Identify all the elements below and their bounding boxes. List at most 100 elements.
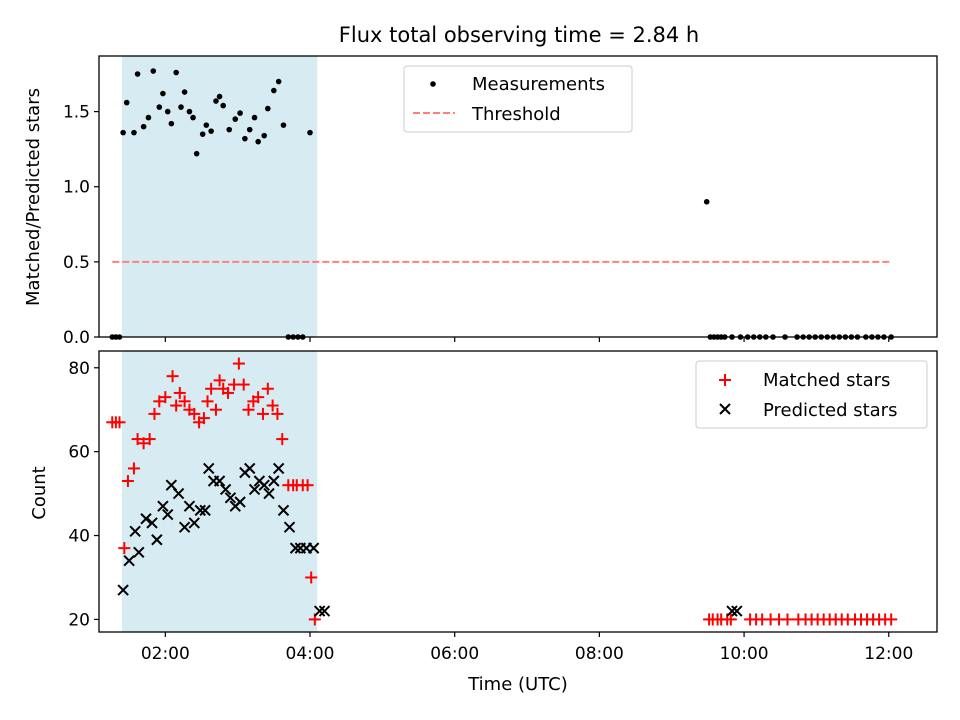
matched-star-point	[188, 407, 201, 420]
marker-stroke	[289, 542, 302, 554]
matched-star-point	[222, 386, 235, 399]
x-tick-label: 12:00	[864, 644, 913, 664]
matched-star-point	[205, 382, 218, 395]
marker-stroke	[313, 605, 326, 617]
measurement-point	[265, 105, 271, 112]
predicted-star-point	[133, 546, 145, 559]
marker-stroke	[162, 508, 174, 521]
marker-stroke	[123, 554, 135, 567]
y-tick-label: 1.5	[63, 103, 90, 123]
measurement-point	[178, 104, 184, 110]
marker-stroke	[129, 525, 141, 538]
matched-star-point	[201, 395, 214, 408]
top-axis-ticks: 0.0 0.5 1.0 1.5	[63, 103, 890, 348]
measurement-point	[261, 132, 267, 139]
y-tick-label: 60	[68, 443, 90, 463]
marker-stroke	[244, 462, 256, 475]
predicted-star-point	[258, 479, 270, 491]
measurement-point	[216, 93, 223, 100]
measurement-point	[208, 128, 214, 134]
threshold-legend-label: Threshold	[471, 104, 561, 125]
measurement-point	[226, 126, 233, 133]
measurement-point	[156, 104, 163, 110]
measurement-point	[220, 102, 226, 109]
matched-star-point	[137, 437, 150, 450]
measurement-point	[246, 126, 253, 133]
x-tick-label: 02:00	[141, 644, 190, 664]
predicted-star-point	[307, 542, 320, 554]
matched-star-point	[159, 391, 172, 404]
y-tick-label: 0.0	[63, 328, 90, 348]
matched-star-point	[237, 378, 250, 391]
matched-star-point	[242, 403, 255, 416]
marker-stroke	[268, 475, 280, 487]
marker-stroke	[318, 605, 331, 617]
measurements-legend-label: Measurements	[472, 74, 605, 95]
measurement-point	[168, 120, 175, 127]
marker-stroke	[248, 483, 261, 496]
predicted-star-point	[203, 462, 215, 475]
x-tick-label: 10:00	[720, 644, 769, 664]
shaded-interval	[121, 56, 318, 337]
measurement-point	[232, 116, 239, 122]
matched-star-point	[885, 613, 898, 626]
measurement-point	[271, 87, 277, 94]
marker-stroke	[307, 542, 320, 554]
predicted-star-point	[183, 500, 196, 512]
measurement-point	[280, 122, 287, 128]
marker-stroke	[258, 479, 270, 491]
matched-star-point	[261, 382, 274, 395]
top-y-axis-label: Matched/Predicted stars	[23, 88, 44, 306]
x-tick-label: 06:00	[430, 644, 479, 664]
matched-star-point	[209, 403, 222, 416]
predicted-star-point	[140, 513, 152, 525]
marker-stroke	[263, 487, 275, 500]
matched-star-point	[170, 399, 183, 412]
predicted-star-point	[277, 504, 290, 517]
predicted-star-point	[172, 487, 185, 500]
shaded-interval	[121, 351, 318, 632]
chart-title: Flux total observing time = 2.84 h	[339, 23, 699, 47]
matched-star-point	[127, 462, 140, 475]
matched-star-point	[153, 395, 166, 408]
matched-star-point	[256, 407, 269, 420]
marker-stroke	[731, 605, 743, 617]
bottom-y-axis-label: Count	[29, 466, 50, 519]
matched-star-point	[232, 357, 245, 370]
matched-star-point	[131, 433, 144, 446]
marker-stroke	[219, 483, 232, 496]
x-tick-label: 04:00	[286, 644, 335, 664]
matched-star-point	[305, 571, 318, 584]
top-plot-frame	[98, 55, 938, 338]
matched-star-point	[781, 613, 794, 626]
marker-stroke	[151, 534, 163, 546]
predicted-stars-series	[117, 462, 743, 617]
predicted-star-point	[129, 525, 141, 538]
marker-stroke	[199, 504, 211, 517]
predicted-star-point	[162, 508, 174, 521]
matched-stars-legend-marker	[719, 374, 731, 386]
measurement-point	[237, 110, 243, 116]
marker-stroke	[133, 546, 145, 559]
matched-star-point	[113, 416, 126, 429]
predicted-star-point	[268, 475, 280, 487]
matched-star-point	[143, 433, 156, 446]
predicted-star-point	[263, 487, 275, 500]
matched-star-point	[166, 370, 179, 383]
marker-stroke	[277, 504, 290, 517]
marker-stroke	[183, 500, 196, 512]
matched-star-point	[148, 407, 161, 420]
measurement-point	[140, 123, 147, 130]
marker-stroke	[194, 504, 206, 517]
top-legend: Measurements Threshold	[403, 65, 633, 133]
matched-star-point	[197, 412, 210, 425]
predicted-star-point	[272, 462, 285, 475]
matched-star-point	[276, 433, 289, 446]
marker-stroke	[165, 479, 178, 491]
measurement-point	[145, 114, 152, 121]
measurement-point	[160, 90, 166, 97]
bottom-legend: Matched stars Predicted stars	[695, 360, 928, 429]
predicted-star-point	[244, 462, 256, 475]
matched-star-point	[121, 475, 134, 488]
